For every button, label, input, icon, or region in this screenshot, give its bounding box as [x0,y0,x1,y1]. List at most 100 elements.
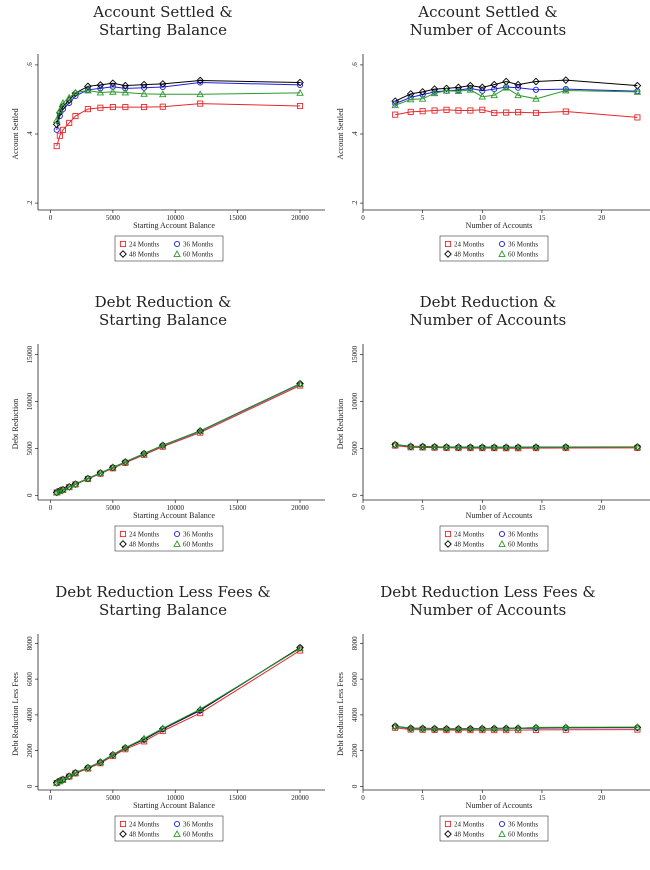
data-point-m48 [490,724,499,733]
data-point-m60 [65,93,73,101]
legend-label-m48: 48 Months [129,251,159,259]
data-point-m60 [454,724,463,732]
data-point-m24 [97,104,104,111]
data-point-m24 [53,143,60,150]
y-tick-label: .6 [351,62,359,68]
legend-marker-m36 [498,820,506,828]
data-point-m60 [196,90,204,98]
data-point-m48 [84,82,92,91]
legend-marker-m36 [498,530,506,538]
data-point-m60 [52,778,61,786]
legend-label-m24: 24 Months [129,531,159,539]
data-point-m60 [65,772,73,779]
legend-label-m60: 60 Months [183,541,213,549]
x-tick-label: 10000 [166,214,184,222]
data-point-m60 [454,443,463,451]
y-axis-label: Debt Reduction Less Fees [336,672,345,756]
data-point-m24 [72,112,79,120]
data-point-m60 [196,427,204,434]
chart-panel-2: Account Settled & Number of Accounts 0 5 10 1… [325,0,650,290]
data-point-m60 [52,116,61,124]
data-point-m60 [59,98,67,106]
data-point-m60 [430,724,439,732]
series-line-m48 [56,79,301,125]
data-point-m60 [430,442,439,450]
data-point-m24 [503,109,510,116]
x-tick-label: 0 [361,504,365,512]
data-point-m24 [159,103,166,110]
y-axis-label: Debt Reduction [11,399,20,449]
chart-title-line: Number of Accounts [410,21,567,39]
data-point-m60 [490,443,498,451]
x-tick-label: 15000 [229,504,247,512]
chart-panel-3: Debt Reduction & Starting Balance 0 5000 100… [0,290,325,580]
x-tick-label: 15000 [229,214,247,222]
data-point-m48 [532,443,540,451]
data-point-m48 [454,724,463,733]
x-axis-label: Starting Account Balance [133,221,215,230]
data-point-m60 [478,443,487,451]
data-point-m60 [502,443,510,451]
data-point-m60 [562,723,570,731]
plot-area [391,440,642,452]
data-point-m60 [442,443,451,450]
data-point-m48 [490,443,499,452]
data-point-m60 [109,87,117,95]
legend-label-m36: 36 Months [183,821,213,829]
data-point-m60 [532,723,540,731]
data-point-m48 [502,724,510,733]
data-point-m36 [562,86,569,93]
legend-marker-m48 [444,830,452,838]
chart-panel-6: Debt Reduction Less Fees & Number of Acco… [325,580,650,870]
data-point-m48 [478,443,487,452]
data-point-m60 [56,106,64,114]
y-tick-label: .4 [351,131,359,137]
data-point-m60 [96,88,105,96]
data-point-m48 [466,443,475,452]
data-point-m24 [56,132,63,139]
legend-marker-m24 [444,820,452,828]
chart-title-line: Number of Accounts [410,311,567,329]
data-point-m60 [121,458,130,465]
x-tick-label: 0 [49,214,53,222]
legend-label-m60: 60 Months [183,831,213,839]
chart-account-settled-balance: Account Settled &Starting Balance 0 5000 10… [11,3,325,262]
data-point-m36 [159,83,166,91]
legend-marker-m24 [119,240,127,248]
x-tick-label: 20 [598,794,606,802]
legend-label-m24: 24 Months [454,821,484,829]
data-point-m24 [634,114,641,121]
legend-label-m48: 48 Months [454,541,484,549]
data-point-m60 [296,379,304,387]
x-tick-label: 20 [598,504,606,512]
data-point-m24 [431,107,438,114]
y-tick-label: 0 [351,493,359,497]
chart-title-line: Starting Balance [99,311,227,329]
y-axis-label: Account Settled [11,108,20,159]
legend-label-m48: 48 Months [129,541,159,549]
y-tick-label: 0 [26,784,34,788]
data-point-m24 [407,108,414,115]
data-point-m48 [442,84,451,93]
data-point-m60 [59,485,67,493]
data-point-m60 [84,474,92,482]
data-point-m48 [478,724,487,733]
legend-marker-m36 [498,240,506,248]
legend-label-m48: 48 Months [454,831,484,839]
data-point-m60 [140,90,148,97]
data-point-m48 [532,77,540,86]
legend-marker-m48 [119,540,127,548]
chart-title-line: Debt Reduction & [95,293,232,311]
legend: 24 Months 36 Months 48 Months 60 Months [114,525,224,552]
data-point-m60 [406,442,415,450]
legend-label-m36: 36 Months [183,531,213,539]
data-point-m48 [532,723,540,732]
chart-title-line: Debt Reduction Less Fees & [380,583,596,601]
x-tick-label: 15 [538,214,546,222]
data-point-m48 [633,443,642,451]
data-point-m24 [84,106,91,113]
data-point-m60 [502,724,510,732]
plot-area [52,643,304,787]
legend-label-m36: 36 Months [183,241,213,249]
